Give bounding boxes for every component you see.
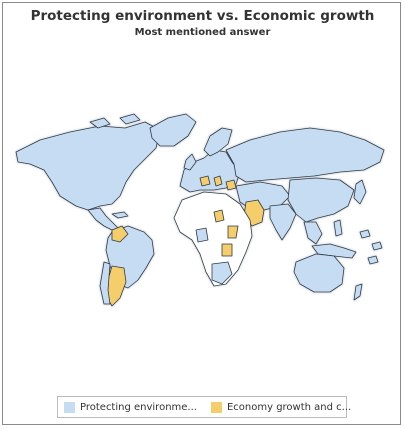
- chart-title: Protecting environment vs. Economic grow…: [30, 8, 375, 24]
- region-chile[interactable]: [99, 261, 111, 305]
- region-africa-growth-1[interactable]: [213, 209, 225, 223]
- region-europe-growth-3[interactable]: [225, 179, 237, 191]
- region-new-zealand[interactable]: [353, 283, 363, 301]
- region-philippines[interactable]: [333, 219, 343, 237]
- region-australia[interactable]: [293, 253, 345, 293]
- region-europe-growth-2[interactable]: [213, 175, 223, 187]
- region-africa-env-1[interactable]: [195, 227, 209, 243]
- region-southern-africa[interactable]: [211, 261, 233, 285]
- region-greenland[interactable]: [149, 113, 197, 147]
- region-caribbean[interactable]: [111, 211, 129, 219]
- region-russia[interactable]: [225, 127, 385, 183]
- legend: Protecting environme... Economy growth a…: [57, 396, 351, 418]
- legend-item-growth[interactable]: Economy growth and c...: [210, 401, 352, 413]
- region-south-asia[interactable]: [269, 203, 297, 241]
- chart-subtitle: Most mentioned answer: [134, 27, 271, 38]
- legend-item-environment[interactable]: Protecting environme...: [64, 401, 197, 413]
- region-southeast-asia[interactable]: [303, 221, 323, 245]
- region-pacific-islands[interactable]: [359, 229, 383, 265]
- region-europe-growth-1[interactable]: [199, 175, 211, 187]
- legend-label-growth: Economy growth and c...: [226, 401, 352, 413]
- region-uk[interactable]: [183, 153, 197, 171]
- region-africa-growth-3[interactable]: [221, 243, 233, 257]
- region-colombia[interactable]: [111, 225, 129, 243]
- legend-swatch-environment: [64, 401, 75, 413]
- legend-swatch-growth: [210, 401, 222, 413]
- region-arctic-islands[interactable]: [89, 113, 141, 129]
- region-east-asia[interactable]: [287, 177, 355, 223]
- region-scandinavia[interactable]: [203, 127, 233, 157]
- region-japan[interactable]: [353, 179, 367, 205]
- region-central-america[interactable]: [87, 207, 119, 231]
- region-africa[interactable]: [173, 191, 253, 287]
- region-north-america[interactable]: [15, 121, 161, 211]
- region-africa-growth-2[interactable]: [227, 225, 239, 239]
- legend-label-environment: Protecting environme...: [80, 401, 197, 413]
